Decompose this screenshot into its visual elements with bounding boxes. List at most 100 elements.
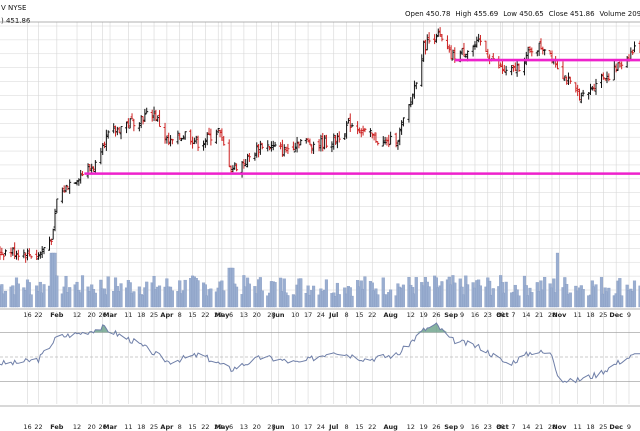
volume-bar <box>401 284 405 308</box>
ohlc-bar <box>308 138 312 146</box>
ohlc-bar <box>574 82 578 93</box>
ohlc-volume: Volume 209.0K <box>599 10 640 18</box>
ohlc-bar <box>291 141 295 151</box>
date-tick-label-bottom: May <box>214 423 230 431</box>
date-tick-label: 16 <box>471 311 479 319</box>
ohlc-bar <box>73 182 77 184</box>
ohlc-bar <box>618 61 622 68</box>
ohlc-bar <box>484 40 488 53</box>
ohlc-bar <box>257 144 261 158</box>
date-tick-label: 10 <box>291 311 299 319</box>
ohlc-bar <box>156 115 160 122</box>
ohlc-bar <box>548 50 552 55</box>
date-tick-label: 8 <box>178 311 182 319</box>
ohlc-bar <box>422 40 426 62</box>
date-tick-label: 24 <box>317 311 325 319</box>
date-tick-label-bottom: 20 <box>88 423 96 431</box>
ohlc-bar <box>231 165 235 173</box>
ohlc-bar <box>183 131 187 140</box>
volume-bar <box>119 283 123 308</box>
volume-bar <box>632 280 637 308</box>
ohlc-bar <box>37 252 41 260</box>
date-tick-label-bottom: 18 <box>137 423 145 431</box>
ohlc-bar <box>370 132 374 139</box>
ohlc-bar <box>253 152 257 161</box>
date-tick-label: 8 <box>345 311 349 319</box>
ohlc-bar <box>433 34 437 45</box>
grid <box>0 21 640 407</box>
ohlc-bar <box>128 118 132 129</box>
date-tick-label-bottom: Sep <box>444 423 458 431</box>
date-tick-label: 21 <box>535 311 543 319</box>
volume-bar <box>491 288 495 308</box>
volume-bar <box>145 281 149 308</box>
ohlc-bar <box>554 56 558 68</box>
ohlc-bar <box>497 56 501 69</box>
volume-bar <box>599 277 604 308</box>
volume-bar <box>620 295 624 308</box>
date-axis: 16162222FebFeb121220202626MarMar11111818… <box>23 311 631 431</box>
ohlc-bar <box>471 45 475 57</box>
ohlc-bar <box>356 121 360 135</box>
ohlc-bar <box>49 238 53 246</box>
volume-bar <box>594 284 598 308</box>
volume-bar <box>80 275 85 308</box>
date-tick-label-bottom: 22 <box>201 423 209 431</box>
volume-bar <box>337 294 341 308</box>
volume-bar <box>299 278 303 308</box>
ohlc-bar <box>246 153 250 168</box>
date-tick-label: 7 <box>511 311 515 319</box>
date-tick-label-bottom: 15 <box>355 423 363 431</box>
ohlc-bar <box>343 133 347 140</box>
ohlc-bar <box>268 146 272 151</box>
ohlc-bar <box>286 143 290 154</box>
volume-bar <box>488 280 492 308</box>
date-tick-label-bottom: 22 <box>34 423 42 431</box>
ohlc-bar <box>139 115 143 129</box>
ohlc-bar <box>22 249 26 259</box>
last-price-label: ) 451.86 <box>1 17 31 25</box>
ohlc-bar <box>104 129 108 151</box>
date-tick-label: Feb <box>50 311 64 319</box>
ohlc-bar <box>280 139 284 157</box>
ohlc-bar <box>323 135 327 150</box>
ohlc-bar <box>361 125 365 136</box>
ohlc-bar <box>26 248 30 261</box>
ohlc-bar <box>214 129 218 144</box>
ohlc-bar <box>216 127 220 134</box>
date-tick-label-bottom: 17 <box>304 423 312 431</box>
ohlc-bar <box>152 106 156 121</box>
ohlc-bar <box>132 118 136 132</box>
ohlc-bar <box>330 141 334 153</box>
ohlc-bar <box>614 63 618 73</box>
ohlc-bar <box>181 135 185 140</box>
ohlc-bar <box>526 46 530 61</box>
ohlc-bar <box>235 163 239 172</box>
ohlc-bar <box>4 249 8 256</box>
volume-bar <box>286 295 290 308</box>
ohlc-bar <box>163 122 167 144</box>
volume-bar <box>568 292 572 308</box>
ohlc-bar <box>414 82 418 90</box>
ohlc-bar <box>510 65 514 76</box>
ohlc-bar <box>445 35 449 50</box>
volume-bar <box>530 292 534 308</box>
date-tick-label: 12 <box>73 311 81 319</box>
date-tick-label: 26 <box>432 311 440 319</box>
ohlc-bar <box>119 126 123 140</box>
volume-bar <box>209 288 213 308</box>
date-tick-label-bottom: 19 <box>419 423 427 431</box>
ohlc-bar <box>29 255 33 259</box>
date-tick-label: 16 <box>23 311 31 319</box>
ohlc-bar <box>38 251 42 259</box>
date-tick-label: 12 <box>407 311 415 319</box>
date-tick-label-bottom: 8 <box>178 423 182 431</box>
ohlc-bar <box>114 125 118 137</box>
ohlc-bar <box>99 147 103 165</box>
volume-bar <box>363 276 367 308</box>
ohlc-bar <box>543 49 547 56</box>
ohlc-bar <box>477 33 481 43</box>
ohlc-bar <box>203 138 207 148</box>
date-tick-label-bottom: 10 <box>291 423 299 431</box>
ohlc-bar <box>530 47 534 57</box>
